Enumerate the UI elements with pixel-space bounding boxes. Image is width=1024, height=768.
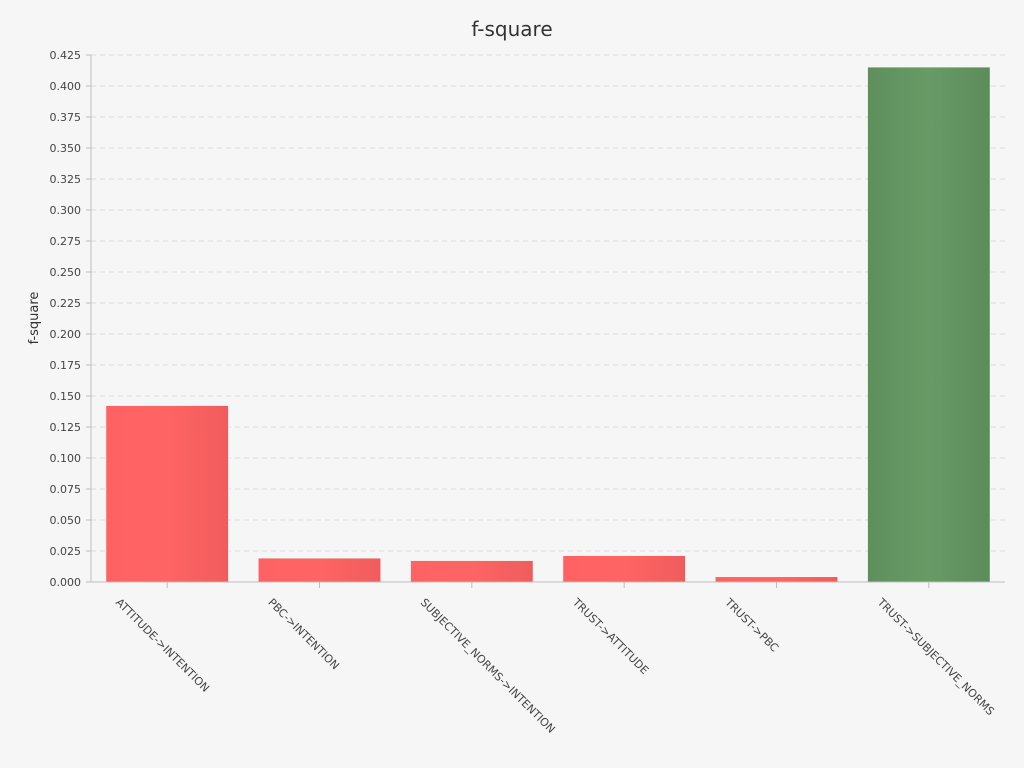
y-tick-label: 0.200	[50, 328, 82, 341]
y-tick-label: 0.400	[50, 80, 82, 93]
y-tick-label: 0.350	[50, 142, 82, 155]
x-tick-label: PBC->INTENTION	[265, 596, 341, 672]
bar[interactable]	[410, 560, 533, 582]
y-tick-label: 0.050	[50, 514, 82, 527]
bars	[106, 67, 990, 582]
y-tick-label: 0.325	[50, 173, 82, 186]
bar[interactable]	[867, 67, 990, 582]
y-tick-label: 0.150	[50, 390, 82, 403]
y-tick-label: 0.375	[50, 111, 82, 124]
y-tick-label: 0.000	[50, 576, 82, 589]
bar[interactable]	[563, 555, 686, 582]
chart-title: f-square	[471, 17, 552, 41]
y-tick-label: 0.125	[50, 421, 82, 434]
y-axis-label: f-square	[27, 292, 42, 345]
y-tick-label: 0.175	[50, 359, 82, 372]
y-tick-label: 0.075	[50, 483, 82, 496]
x-tick-label: TRUST->PBC	[722, 595, 782, 655]
y-tick-label: 0.250	[50, 266, 82, 279]
bar[interactable]	[106, 405, 229, 582]
x-axis-ticks: ATTITUDE->INTENTION PBC->INTENTION SUBJECT…	[113, 582, 997, 736]
x-tick-label: TRUST->ATTITUDE	[569, 595, 651, 677]
y-axis-ticks: 0.000 0.025 0.050 0.075 0.100 0.125 0.150 0.175…	[50, 49, 91, 589]
y-tick-label: 0.100	[50, 452, 82, 465]
bar[interactable]	[715, 577, 838, 582]
y-tick-label: 0.300	[50, 204, 82, 217]
x-tick-label: SUBJECTIVE_NORMS->INTENTION	[418, 596, 558, 736]
y-tick-label: 0.275	[50, 235, 82, 248]
bar[interactable]	[258, 558, 381, 582]
x-tick-label: TRUST->SUBJECTIVE_NORMS	[874, 595, 997, 718]
y-tick-label: 0.425	[50, 49, 82, 62]
x-tick-label: ATTITUDE->INTENTION	[113, 596, 212, 695]
y-tick-label: 0.025	[50, 545, 82, 558]
y-tick-label: 0.225	[50, 297, 82, 310]
